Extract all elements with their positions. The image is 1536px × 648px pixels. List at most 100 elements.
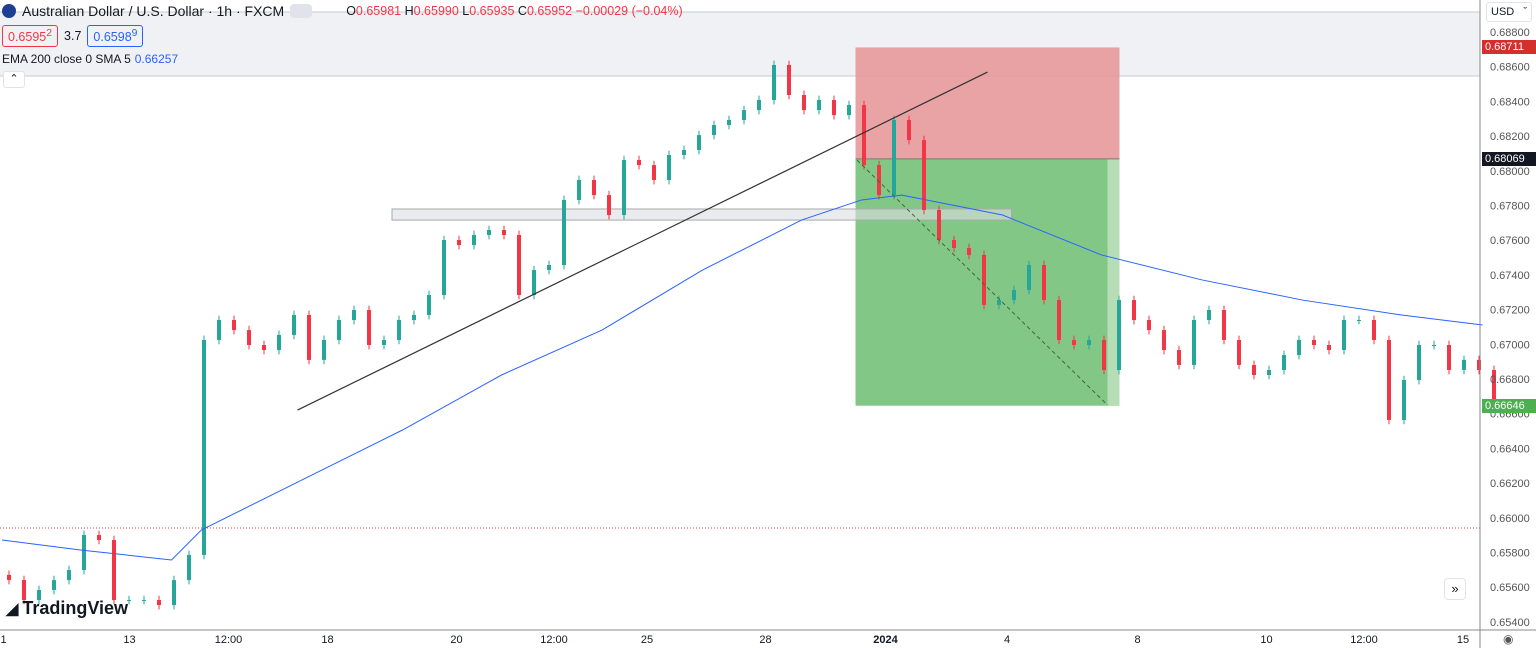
candle: [352, 305, 356, 325]
candle: [37, 585, 41, 605]
candle: [892, 115, 896, 200]
candle: [832, 95, 836, 120]
candle-body: [52, 580, 56, 590]
candle-body: [97, 534, 101, 541]
candle: [592, 175, 596, 200]
candle-body: [217, 320, 221, 340]
candle-body: [652, 165, 656, 180]
candle: [322, 335, 326, 365]
indicator-legend[interactable]: EMA 200 close 0 SMA 5 0.66257: [2, 52, 179, 66]
candle-body: [1237, 339, 1241, 365]
candle-body: [127, 600, 131, 602]
candle-body: [232, 320, 236, 331]
candle: [712, 120, 716, 140]
candle: [1027, 260, 1031, 295]
candle-body: [1222, 309, 1226, 340]
price-tick-label: 0.65600: [1490, 582, 1530, 594]
candle: [427, 290, 431, 320]
price-tick-label: 0.68600: [1490, 62, 1530, 74]
candle: [277, 330, 281, 355]
symbol-title[interactable]: Australian Dollar / U.S. Dollar · 1h · F…: [22, 3, 285, 19]
chevron-up-icon[interactable]: ⌃: [3, 71, 25, 88]
candle-body: [1162, 330, 1166, 351]
candle: [727, 115, 731, 130]
aud-usd-flag-icon: [2, 4, 16, 18]
candle: [1177, 345, 1181, 370]
candle: [157, 595, 161, 610]
candle: [817, 95, 821, 115]
candle: [847, 100, 851, 120]
candle-body: [277, 334, 281, 351]
candle-body: [997, 300, 1001, 305]
symbol-legend: Australian Dollar / U.S. Dollar · 1h · F…: [2, 3, 683, 19]
candle: [502, 225, 506, 240]
time-tick-label: 18: [321, 634, 333, 646]
candle-body: [1267, 369, 1271, 376]
candle: [1492, 365, 1496, 405]
candle: [982, 250, 986, 310]
price-tick-label: 0.68400: [1490, 96, 1530, 108]
candle: [217, 315, 221, 345]
candle: [7, 570, 11, 585]
price-tick-label: 0.65400: [1490, 617, 1530, 629]
price-tick-label: 0.67600: [1490, 235, 1530, 247]
candle: [1432, 340, 1436, 350]
candle: [1072, 335, 1076, 350]
candle: [517, 230, 521, 300]
candle-body: [322, 339, 326, 360]
candle: [1237, 335, 1241, 370]
candle-body: [592, 179, 596, 196]
time-tick-label: 2024: [873, 634, 898, 646]
candle: [1282, 350, 1286, 375]
candle-body: [1477, 359, 1481, 370]
candle: [757, 95, 761, 115]
candle-body: [1357, 320, 1361, 322]
candle-body: [142, 600, 146, 602]
candle: [1477, 355, 1481, 375]
candle: [967, 243, 971, 260]
candle-body: [682, 149, 686, 156]
sell-button[interactable]: 0.65952: [2, 25, 59, 48]
candle: [82, 530, 86, 575]
candle-body: [307, 314, 311, 360]
scroll-to-realtime-button[interactable]: »: [1444, 578, 1466, 600]
entry-price-tag: 0.68069: [1482, 151, 1536, 166]
candle-body: [1102, 339, 1106, 370]
candle: [1327, 340, 1331, 355]
time-tick-label: 1: [0, 634, 6, 646]
candle-body: [712, 124, 716, 136]
candle: [937, 205, 941, 245]
candle-body: [1372, 320, 1376, 340]
candle-body: [952, 240, 956, 249]
candle-body: [67, 570, 71, 581]
candle: [487, 225, 491, 240]
candle-body: [1027, 265, 1031, 290]
candle: [997, 295, 1001, 310]
settings-eye-icon[interactable]: ◉: [1503, 632, 1514, 646]
candle-body: [727, 119, 731, 125]
candle-body: [862, 105, 866, 166]
candle: [1372, 315, 1376, 345]
candle-body: [382, 339, 386, 345]
candle: [877, 160, 881, 200]
candle-body: [787, 64, 791, 95]
candle-body: [877, 165, 881, 196]
candle-body: [802, 94, 806, 111]
candle: [1057, 295, 1061, 345]
price-tick-label: 0.67000: [1490, 339, 1530, 351]
candle: [1222, 305, 1226, 345]
candle-body: [1072, 339, 1076, 345]
currency-dropdown[interactable]: USD ˇ: [1486, 2, 1532, 22]
candle: [682, 145, 686, 160]
candle-body: [1447, 344, 1451, 370]
time-tick-label: 15: [1457, 634, 1469, 646]
candle: [412, 310, 416, 325]
candle-body: [7, 574, 11, 581]
target-price-tag: 0.66646: [1482, 398, 1536, 413]
equal-icon[interactable]: [290, 4, 313, 18]
candle: [367, 305, 371, 350]
candle: [637, 155, 641, 170]
buy-button[interactable]: 0.65989: [87, 25, 144, 48]
candle-body: [472, 234, 476, 246]
